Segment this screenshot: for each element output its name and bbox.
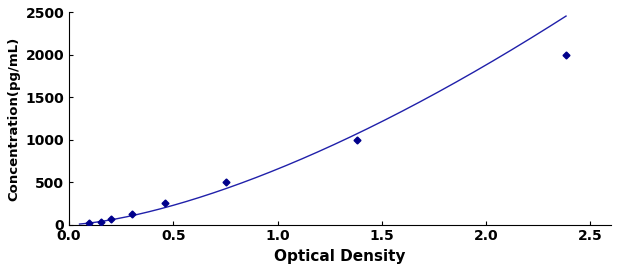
Y-axis label: Concentration(pg/mL): Concentration(pg/mL) xyxy=(7,36,20,201)
X-axis label: Optical Density: Optical Density xyxy=(274,249,406,264)
